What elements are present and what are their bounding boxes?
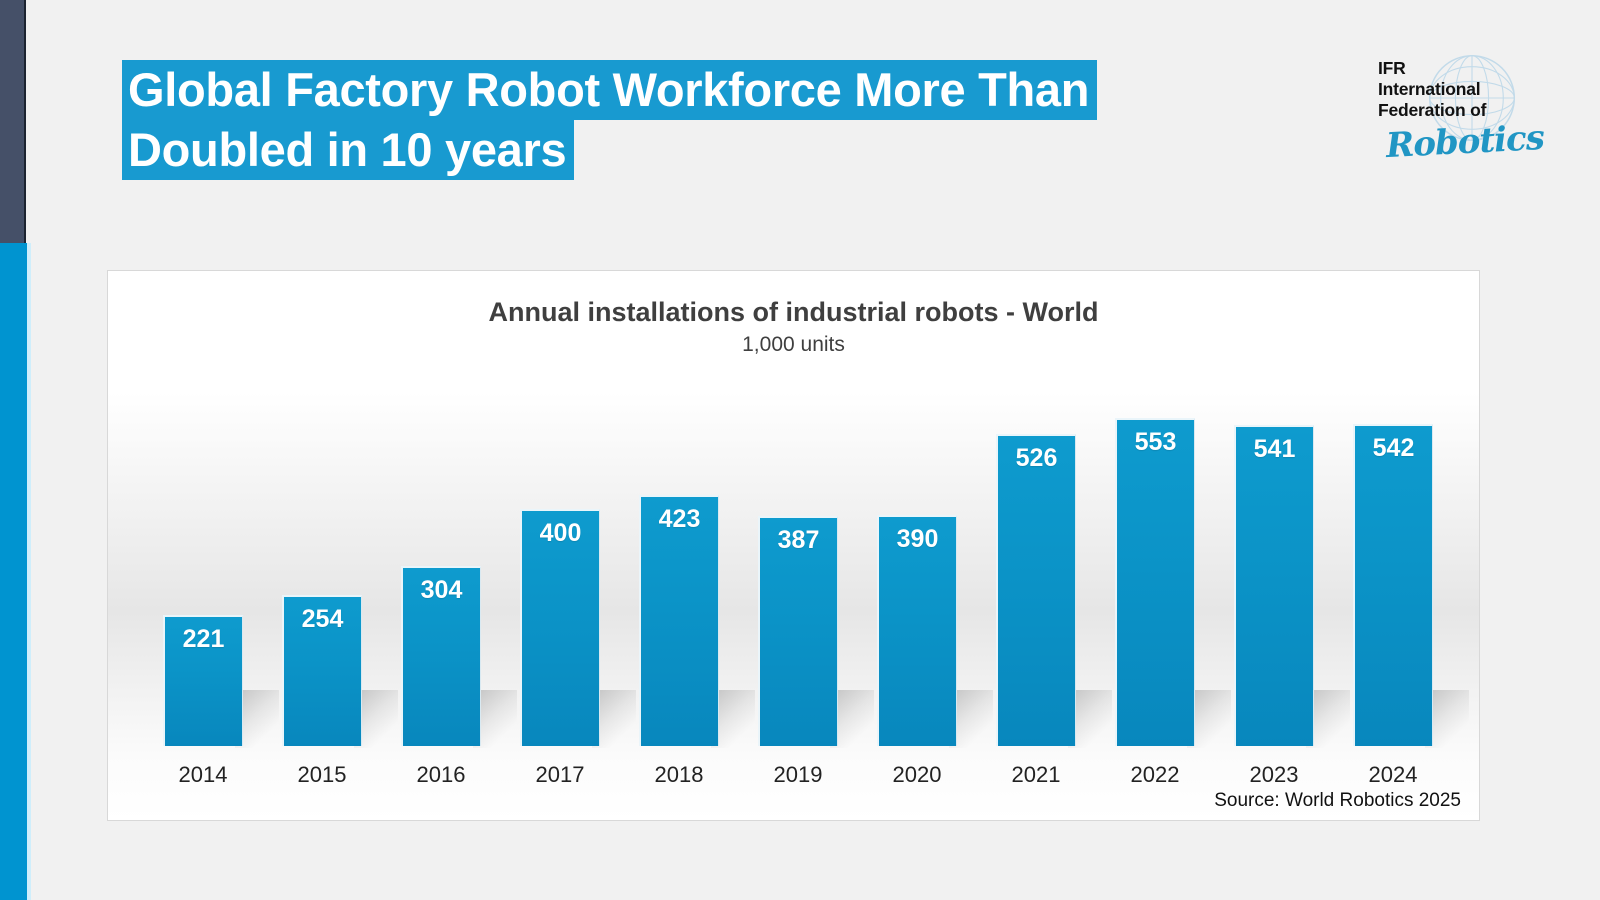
bar-rect[interactable]: 304 (401, 566, 481, 746)
left-accent-dark (0, 0, 26, 243)
bar-2017[interactable]: 400 (520, 509, 636, 748)
bar-2016[interactable]: 304 (401, 566, 517, 748)
slide-title: Global Factory Robot Workforce More Than… (122, 60, 1222, 180)
bar-rect[interactable]: 541 (1234, 425, 1314, 746)
bar-value-label: 400 (539, 519, 582, 547)
left-accent-highlight (27, 243, 31, 900)
bar-rect[interactable]: 387 (758, 516, 838, 746)
chart-source: Source: World Robotics 2025 (1214, 790, 1461, 811)
left-accent-blue (0, 243, 27, 900)
bar-rect[interactable]: 221 (163, 615, 243, 746)
x-axis-label-2019: 2019 (773, 762, 823, 787)
ifr-logo-line-2: International (1378, 79, 1481, 99)
x-axis-label-2020: 2020 (892, 762, 942, 787)
x-axis-label-2014: 2014 (178, 762, 228, 787)
bar-2024[interactable]: 542 (1353, 424, 1469, 748)
bar-plot-area: 221 2014 254 2015 304 2016 400 2017 423 2018 387 20… (108, 271, 1481, 822)
bar-value-label: 526 (1015, 444, 1058, 472)
chart-subtitle: 1,000 units (742, 333, 845, 356)
bar-rect[interactable]: 553 (1115, 418, 1195, 746)
chart-title: Annual installations of industrial robot… (488, 297, 1099, 327)
x-axis-label-2022: 2022 (1130, 762, 1180, 787)
ifr-logo-script: Robotics (1385, 117, 1545, 167)
bar-2023[interactable]: 541 (1234, 425, 1350, 748)
bar-2022[interactable]: 553 (1115, 418, 1231, 748)
bar-value-label: 423 (658, 505, 701, 533)
bar-value-label: 390 (896, 525, 939, 553)
bar-value-label: 553 (1134, 428, 1177, 456)
x-axis-label-2015: 2015 (297, 762, 347, 787)
bar-value-label: 221 (182, 625, 225, 653)
ifr-logo: IFR International Federation of Robotics (1378, 52, 1548, 167)
bar-value-label: 304 (420, 576, 463, 604)
x-axis-label-2024: 2024 (1368, 762, 1418, 787)
bar-2019[interactable]: 387 (758, 516, 874, 748)
bar-value-label: 542 (1372, 434, 1415, 462)
slide-title-line-1: Global Factory Robot Workforce More Than (122, 60, 1098, 120)
bar-2014[interactable]: 221 (163, 615, 279, 748)
bar-rect[interactable]: 542 (1353, 424, 1433, 746)
bar-2020[interactable]: 390 (877, 515, 993, 748)
x-axis-label-2023: 2023 (1249, 762, 1299, 787)
bar-rect[interactable]: 423 (639, 495, 719, 746)
bar-rect[interactable]: 254 (282, 595, 362, 746)
x-axis-label-2018: 2018 (654, 762, 704, 787)
x-axis-label-2016: 2016 (416, 762, 466, 787)
bar-2021[interactable]: 526 (996, 434, 1112, 748)
bar-rect[interactable]: 400 (520, 509, 600, 746)
ifr-logo-text: IFR International Federation of (1378, 58, 1486, 121)
bar-rect[interactable]: 390 (877, 515, 957, 746)
ifr-logo-line-3: Federation of (1378, 100, 1487, 120)
globe-icon (1428, 54, 1516, 142)
bar-value-label: 387 (777, 526, 820, 554)
ifr-logo-line-1: IFR (1378, 58, 1406, 78)
bar-rect[interactable]: 526 (996, 434, 1076, 746)
slide-title-line-2: Doubled in 10 years (122, 120, 575, 180)
x-axis-label-2021: 2021 (1011, 762, 1061, 787)
bar-value-label: 254 (301, 605, 344, 633)
bar-value-label: 541 (1253, 435, 1296, 463)
bar-2015[interactable]: 254 (282, 595, 398, 748)
bar-2018[interactable]: 423 (639, 495, 755, 748)
chart-panel: Annual installations of industrial robot… (107, 270, 1480, 821)
x-axis-label-2017: 2017 (535, 762, 585, 787)
